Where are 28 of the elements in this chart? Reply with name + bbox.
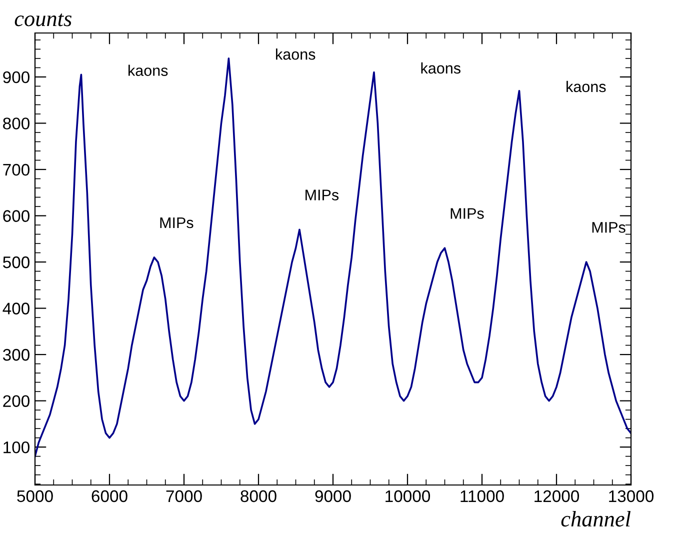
- y-axis-title: counts: [14, 13, 72, 26]
- annotation: MIPs: [160, 217, 194, 228]
- annotation: MIPs: [306, 190, 339, 200]
- y-tick-label: 200: [3, 395, 30, 408]
- x-tick-label: 12000: [534, 490, 580, 502]
- y-tick-label: 400: [2, 302, 30, 314]
- x-tick-label: 11000: [460, 490, 504, 502]
- y-tick-label: 600: [3, 210, 30, 222]
- x-tick-label: 10000: [386, 490, 430, 502]
- annotation: kaons: [128, 64, 168, 76]
- x-tick-label: 13000: [609, 490, 654, 502]
- annotation: kaons: [276, 48, 316, 60]
- x-tick-label: 5000: [17, 490, 53, 502]
- y-tick-label: 700: [3, 164, 30, 176]
- y-tick-label: 500: [3, 256, 30, 268]
- annotation: MIPs: [450, 208, 484, 219]
- annotation: kaons: [566, 80, 606, 92]
- x-tick-label: 6000: [92, 490, 128, 502]
- x-tick-label: 9000: [315, 490, 351, 502]
- y-tick-label: 900: [3, 71, 30, 84]
- y-tick-label: 100: [4, 441, 30, 454]
- annotation: MIPs: [592, 222, 626, 233]
- y-tick-label: 300: [2, 348, 30, 361]
- x-axis-title: channel: [561, 510, 631, 527]
- x-tick-label: 7000: [166, 490, 202, 502]
- y-tick-label: 800: [3, 118, 30, 130]
- x-tick-label: 8000: [240, 490, 276, 502]
- annotation: kaons: [421, 62, 460, 74]
